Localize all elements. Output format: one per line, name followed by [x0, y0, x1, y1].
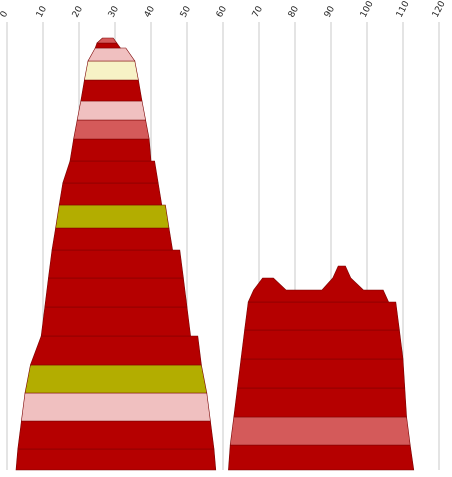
x-tick-label: 40 — [143, 4, 157, 19]
left-stack-band — [48, 249, 184, 279]
x-tick-label: 20 — [71, 4, 85, 19]
left-stack-band — [40, 306, 191, 337]
left-stack-band — [44, 277, 188, 308]
x-tick-label: 30 — [107, 4, 121, 19]
left-stack-band — [21, 392, 211, 422]
right-stack-band — [228, 444, 415, 471]
right-stack-band — [233, 387, 407, 418]
left-stack-band — [96, 37, 118, 44]
x-tick-label: 60 — [215, 4, 229, 19]
left-stack-band — [55, 204, 170, 229]
x-tick-label: 50 — [179, 4, 193, 19]
left-stack-band — [69, 138, 152, 162]
right-stack-band — [229, 416, 411, 446]
x-tick-label: 110 — [395, 0, 412, 19]
left-stack-band — [76, 100, 146, 121]
x-tick-label: 120 — [431, 0, 448, 19]
left-stack-band — [73, 119, 150, 140]
left-stack-band — [15, 448, 217, 471]
left-stack-band — [62, 160, 159, 184]
left-stack-band — [87, 47, 136, 62]
right-stack-peaks — [247, 265, 390, 303]
left-stack-band — [24, 364, 208, 394]
left-stack-band — [58, 182, 163, 206]
left-stack-band — [17, 420, 215, 450]
left-stack-band — [84, 60, 139, 81]
x-tick-label: 90 — [323, 4, 337, 19]
x-tick-label: 0 — [0, 9, 10, 19]
left-stack-band — [29, 335, 202, 366]
x-tick-label: 100 — [359, 0, 376, 19]
left-stack-band — [80, 79, 143, 102]
right-stack-band — [240, 329, 404, 360]
left-stack — [15, 37, 217, 471]
right-stack-band — [237, 358, 406, 389]
left-stack-band — [94, 42, 121, 49]
left-stack-band — [51, 227, 173, 251]
right-stack-band — [244, 301, 400, 331]
right-stack — [228, 265, 415, 471]
x-tick-label: 10 — [35, 4, 49, 19]
x-tick-labels: 0 10 20 30 40 50 60 70 80 90 100 110 120 — [0, 0, 448, 19]
stacked-shapes — [15, 37, 415, 471]
x-tick-label: 70 — [251, 4, 265, 19]
x-tick-label: 80 — [287, 4, 301, 19]
